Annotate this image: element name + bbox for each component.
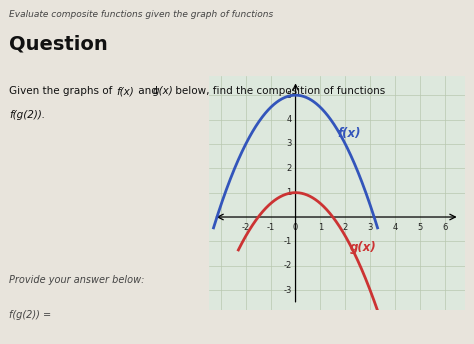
Text: -2: -2 (242, 223, 250, 232)
Text: below, find the composition of functions: below, find the composition of functions (172, 86, 388, 96)
Text: Evaluate composite functions given the graph of functions: Evaluate composite functions given the g… (9, 10, 273, 19)
Text: 0: 0 (293, 223, 298, 232)
Text: and: and (135, 86, 161, 96)
Text: 4: 4 (392, 223, 398, 232)
Text: 2: 2 (343, 223, 348, 232)
Text: 1: 1 (318, 223, 323, 232)
Text: 4: 4 (287, 115, 292, 124)
Text: g(x): g(x) (153, 86, 173, 96)
Text: Given the graphs of: Given the graphs of (9, 86, 116, 96)
Text: 3: 3 (286, 139, 292, 148)
Text: f(x): f(x) (338, 127, 361, 140)
Text: Provide your answer below:: Provide your answer below: (9, 275, 145, 285)
Text: -2: -2 (283, 261, 292, 270)
Text: 2: 2 (287, 164, 292, 173)
Text: -1: -1 (283, 237, 292, 246)
Text: 5: 5 (417, 223, 422, 232)
Text: -3: -3 (283, 286, 292, 294)
Text: 1: 1 (287, 188, 292, 197)
Text: 5: 5 (287, 91, 292, 100)
Text: Question: Question (9, 34, 108, 53)
Text: 6: 6 (442, 223, 447, 232)
Text: 3: 3 (367, 223, 373, 232)
Text: f(g(2)) =: f(g(2)) = (9, 310, 52, 320)
Text: -1: -1 (266, 223, 275, 232)
Text: f(x): f(x) (116, 86, 134, 96)
Text: f(g(2)).: f(g(2)). (9, 110, 46, 120)
Text: g(x): g(x) (350, 241, 377, 254)
